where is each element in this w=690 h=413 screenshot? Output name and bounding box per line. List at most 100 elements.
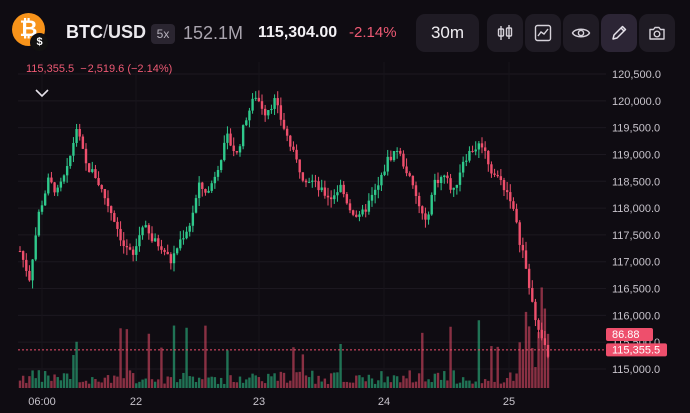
candlesticks — [18, 90, 550, 359]
screenshot-button[interactable] — [639, 14, 675, 52]
candle-body — [295, 149, 298, 160]
volume-bar — [383, 382, 386, 388]
volume-bar — [229, 375, 232, 388]
candle-body — [37, 211, 41, 236]
drawing-tools-button[interactable] — [601, 14, 637, 52]
volume-bar — [232, 381, 235, 388]
timeframe-button[interactable]: 30m — [416, 14, 479, 52]
volume-bar — [245, 379, 248, 388]
candle-body — [402, 153, 405, 167]
price-marker: 115,355.5 — [606, 343, 667, 357]
volume-bar — [329, 373, 333, 388]
volume-bar — [361, 377, 364, 388]
candle-body — [399, 150, 402, 154]
candle-body — [405, 166, 408, 174]
candle-body — [395, 150, 399, 152]
candle-body — [317, 181, 320, 191]
volume-bar — [185, 327, 188, 388]
pair-symbol[interactable]: BTC/USD — [66, 22, 146, 43]
candle-body — [370, 194, 374, 201]
volume-bar — [81, 381, 85, 388]
candle-body — [207, 190, 210, 193]
y-tick-label: 116,500.0 — [612, 284, 660, 296]
volume-bar — [439, 379, 443, 388]
volume-bar — [241, 382, 245, 388]
candle-body — [329, 197, 333, 200]
candle-body — [197, 182, 201, 199]
candle-body — [336, 192, 339, 196]
candle-body — [355, 214, 358, 217]
candle-body — [179, 239, 182, 249]
candle-body — [153, 238, 157, 242]
volume-bars — [18, 287, 550, 388]
candle-body — [69, 155, 72, 167]
candlestick-icon — [497, 25, 513, 40]
volume-bar — [169, 377, 173, 388]
candlestick-button[interactable] — [487, 14, 523, 52]
candle-body — [210, 183, 213, 191]
candle-body — [270, 108, 273, 111]
candle-body — [226, 133, 229, 143]
volume-bar — [285, 382, 289, 388]
candle-body — [527, 268, 531, 288]
candle-body — [31, 259, 34, 281]
volume-bar — [157, 379, 160, 388]
volume-bar — [150, 379, 154, 388]
candle-body — [452, 187, 455, 190]
volume-bar — [267, 373, 270, 388]
chart-grid — [18, 62, 606, 390]
indicators-button[interactable] — [525, 14, 561, 52]
candle-body — [185, 231, 188, 239]
volume-bar — [47, 375, 50, 388]
volume-bar — [87, 383, 91, 388]
volume-bar — [395, 376, 399, 388]
candle-body — [103, 189, 107, 199]
candle-body — [59, 181, 63, 188]
candle-body — [229, 133, 232, 146]
candle-body — [483, 147, 487, 151]
volume-bar — [213, 377, 217, 388]
candle-body — [100, 185, 103, 190]
y-tick-label: 119,000.0 — [612, 149, 660, 161]
candle-body — [383, 171, 386, 175]
candle-body — [458, 172, 462, 185]
volume-bar — [128, 370, 132, 388]
candle-body — [487, 150, 490, 165]
volume-bar — [109, 382, 113, 388]
pair-separator: / — [103, 22, 109, 42]
volume-bar — [333, 372, 336, 388]
volume-bar — [414, 381, 418, 388]
candle-body — [182, 238, 185, 240]
volume-bar — [512, 380, 515, 388]
y-tick-label: 118,500.0 — [612, 176, 660, 188]
candle-body — [524, 250, 528, 269]
leverage-badge[interactable]: 5x — [151, 24, 175, 44]
candle-body — [257, 97, 261, 102]
volume-bar — [144, 378, 147, 388]
legend-collapse-button[interactable] — [33, 86, 51, 100]
candle-body — [169, 254, 173, 264]
volume-bar — [260, 381, 264, 388]
volume-bar — [216, 383, 220, 388]
time-axis: 06:00 22 23 24 25 — [28, 396, 515, 408]
candle-body — [386, 156, 389, 172]
candle-body — [339, 184, 342, 193]
candle-body — [279, 105, 283, 120]
candle-body — [455, 184, 459, 188]
volume-bar — [505, 377, 509, 388]
candle-body — [116, 221, 119, 229]
volume-bar — [28, 376, 31, 388]
candle-body — [194, 198, 198, 213]
candle-body — [251, 98, 254, 111]
candle-body — [119, 228, 122, 241]
volume-bar — [399, 382, 402, 388]
candle-body — [235, 151, 239, 153]
volume-bar — [119, 328, 122, 388]
candle-body — [188, 225, 191, 232]
candle-body — [109, 206, 113, 214]
volume-bar — [238, 376, 242, 388]
candle-body — [496, 174, 499, 177]
candle-body — [43, 193, 47, 206]
visibility-button[interactable] — [563, 14, 599, 52]
